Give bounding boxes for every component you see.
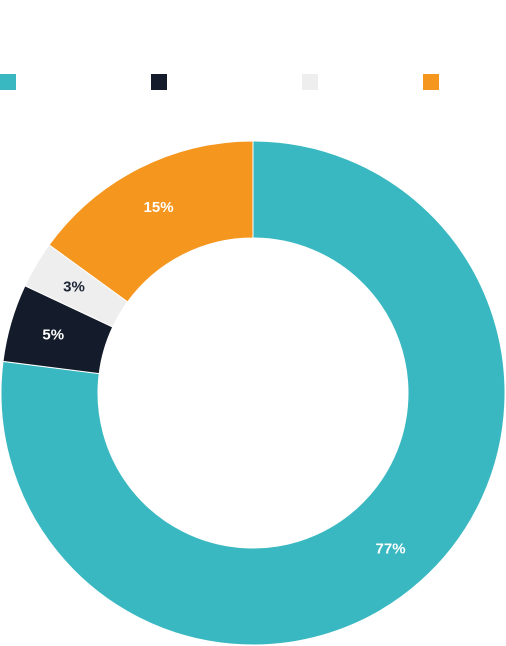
slice-label-1: 77%	[376, 541, 406, 558]
legend-swatch-series-4	[423, 74, 439, 90]
legend-swatch-series-1	[0, 74, 16, 90]
legend-item-series-3[interactable]	[302, 74, 324, 90]
donut-slice-4[interactable]	[48, 140, 254, 303]
chart-legend	[0, 74, 506, 92]
legend-item-series-4[interactable]	[423, 74, 445, 90]
slice-label-4: 15%	[144, 199, 174, 216]
legend-item-series-1[interactable]	[0, 74, 22, 90]
slice-label-3: 3%	[63, 279, 85, 296]
legend-swatch-series-2	[151, 74, 167, 90]
legend-swatch-series-3	[302, 74, 318, 90]
legend-item-series-2[interactable]	[151, 74, 173, 90]
slice-label-2: 5%	[42, 326, 64, 343]
donut-slice-1[interactable]	[0, 140, 506, 646]
